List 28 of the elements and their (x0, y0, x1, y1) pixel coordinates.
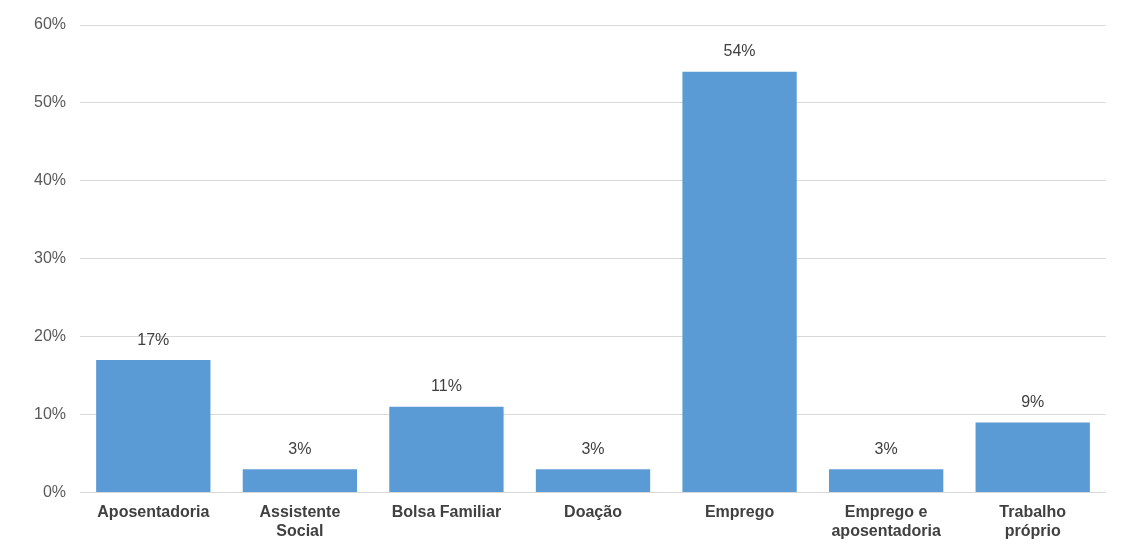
data-label: 3% (581, 439, 605, 457)
data-label: 3% (288, 439, 312, 457)
bar (96, 360, 211, 493)
x-tick-label: Doação (564, 502, 623, 520)
data-label: 54% (723, 42, 756, 60)
y-tick-label: 60% (33, 15, 67, 33)
bar (535, 469, 651, 493)
bar (242, 469, 358, 493)
y-tick-label: 10% (33, 405, 67, 423)
data-label: 17% (137, 330, 170, 348)
y-tick-label: 50% (33, 93, 67, 111)
bar (975, 422, 1090, 493)
y-tick-label: 40% (33, 171, 67, 189)
x-tick-label: Emprego (704, 502, 775, 520)
bar (828, 469, 944, 493)
x-tick-label: Emprego e aposentadoria (831, 502, 941, 539)
data-label: 3% (874, 439, 898, 457)
y-tick-label: 0% (42, 483, 67, 501)
x-tick-label: Bolsa Familiar (391, 502, 502, 520)
data-label: 9% (1021, 392, 1045, 410)
bar (389, 406, 504, 493)
bar (682, 71, 797, 493)
data-label: 11% (431, 377, 462, 395)
y-tick-label: 30% (33, 249, 67, 267)
x-tick-label: Aposentadoria (97, 502, 210, 520)
x-tick-label: Assistente Social (259, 502, 341, 539)
x-tick-label: Trabalho próprio (999, 502, 1067, 539)
y-tick-label: 20% (33, 327, 67, 345)
